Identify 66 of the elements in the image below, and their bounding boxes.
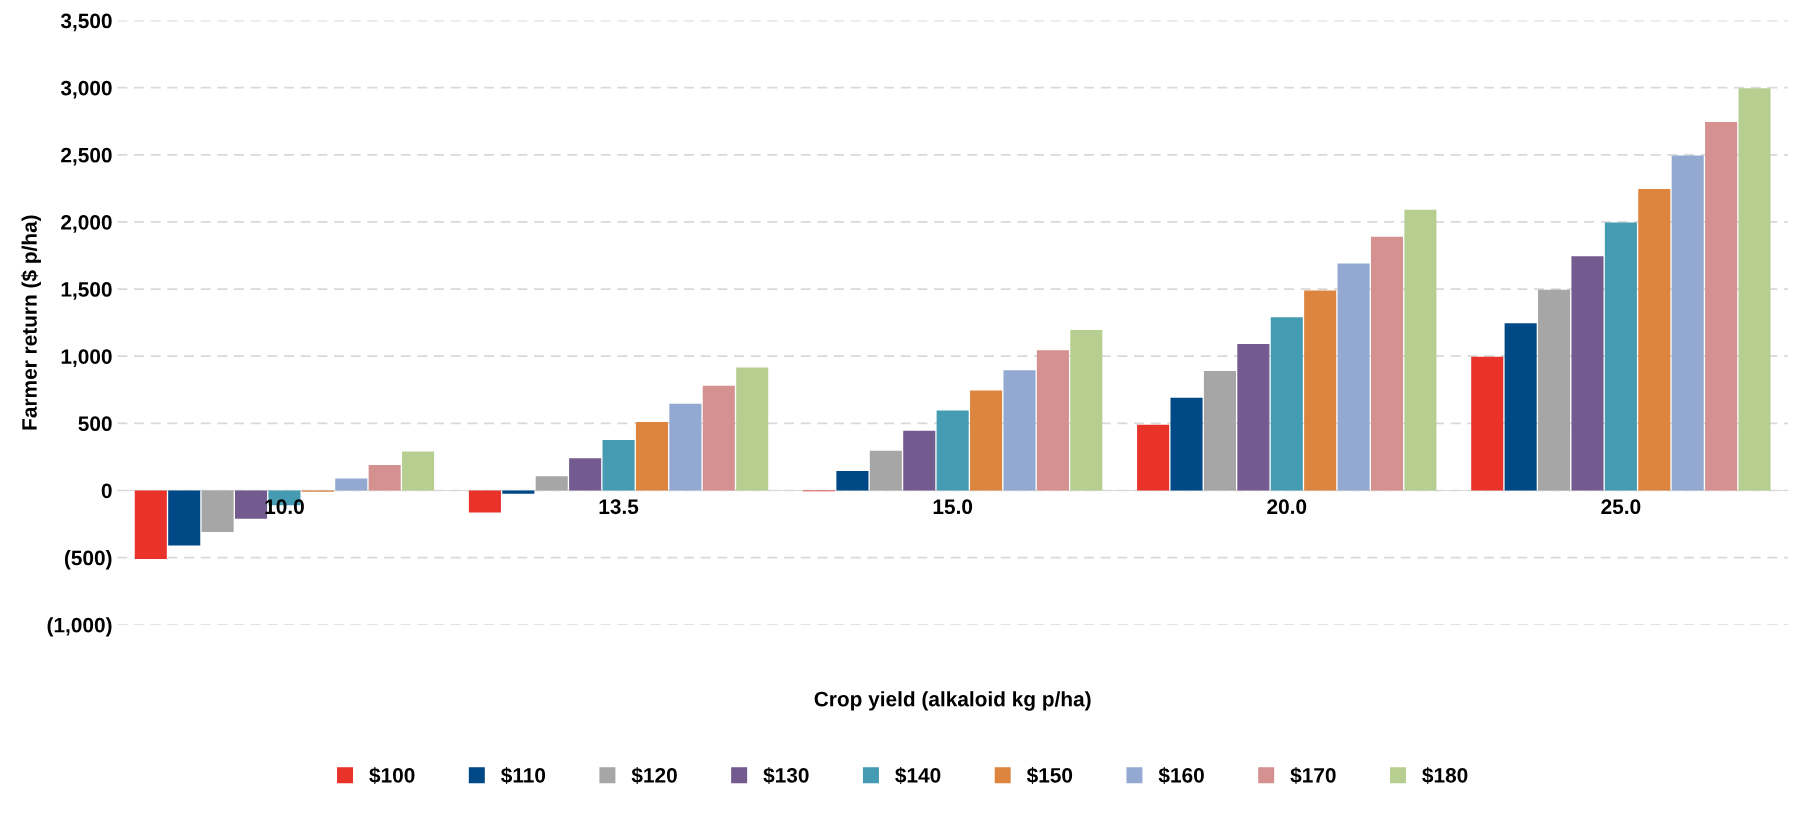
bar	[1638, 189, 1671, 491]
bar	[335, 478, 368, 491]
bar	[1571, 256, 1604, 491]
bar	[1604, 222, 1637, 491]
bar	[1170, 397, 1203, 491]
bar	[1337, 263, 1370, 491]
bar	[602, 440, 635, 491]
bar	[1270, 317, 1303, 491]
bar	[869, 450, 902, 491]
bar	[402, 451, 435, 491]
y-tick-label: 1,500	[61, 282, 112, 300]
bar	[836, 470, 869, 491]
y-tick-label: (1,000)	[47, 617, 112, 637]
bar	[1137, 424, 1170, 491]
bar	[1003, 370, 1036, 491]
bar	[134, 490, 167, 559]
bar	[669, 403, 702, 491]
y-tick-label: 3,000	[60, 80, 112, 99]
bar	[970, 390, 1003, 491]
legend-label: $180	[1422, 767, 1468, 785]
bar	[468, 490, 501, 513]
bar	[1370, 236, 1404, 491]
bar	[1203, 370, 1236, 491]
bar	[736, 367, 769, 491]
bar	[1504, 323, 1537, 491]
bar	[1070, 330, 1103, 491]
x-axis-title: Crop yield (alkaloid kg p/ha)	[814, 691, 1091, 711]
y-tick-label: 0	[101, 483, 112, 499]
legend-label: $170	[1290, 767, 1336, 785]
bar	[702, 385, 735, 491]
bar	[936, 410, 969, 491]
bar	[502, 490, 535, 494]
y-tick-label: (500)	[64, 550, 112, 570]
legend-label: $150	[1026, 767, 1073, 785]
bar	[635, 421, 668, 491]
legend-label: $120	[631, 767, 677, 785]
y-tick-label: 2,500	[61, 147, 112, 166]
bar	[368, 464, 401, 491]
legend-label: $100	[369, 767, 415, 785]
bar	[1738, 88, 1771, 491]
legend-label: $130	[763, 767, 809, 785]
bar	[1404, 209, 1437, 491]
bar	[569, 458, 602, 491]
bar	[1705, 121, 1738, 491]
bar	[535, 476, 568, 491]
y-tick-label: 3,500	[60, 13, 112, 32]
bar	[903, 430, 936, 491]
legend-label: $160	[1158, 767, 1204, 785]
x-tick-label: 15.0	[933, 499, 973, 515]
x-tick-label: 25.0	[1601, 499, 1641, 515]
bar	[1304, 290, 1337, 491]
bar	[1237, 344, 1270, 491]
legend-label: $140	[895, 767, 941, 785]
y-axis-title: Farmer return ($ p/ha)	[21, 215, 41, 430]
bar	[168, 490, 201, 546]
x-tick-label: 20.0	[1267, 499, 1307, 515]
bar	[1671, 155, 1704, 491]
y-tick-label: 2,000	[61, 214, 112, 233]
bar	[1538, 289, 1571, 491]
bar	[1471, 356, 1504, 491]
y-tick-label: 1,000	[61, 349, 112, 367]
bar	[1036, 350, 1069, 491]
y-tick-label: 500	[78, 416, 112, 432]
x-tick-label: 13.5	[599, 499, 639, 515]
legend-label: $110	[501, 767, 546, 785]
bar	[201, 490, 234, 533]
